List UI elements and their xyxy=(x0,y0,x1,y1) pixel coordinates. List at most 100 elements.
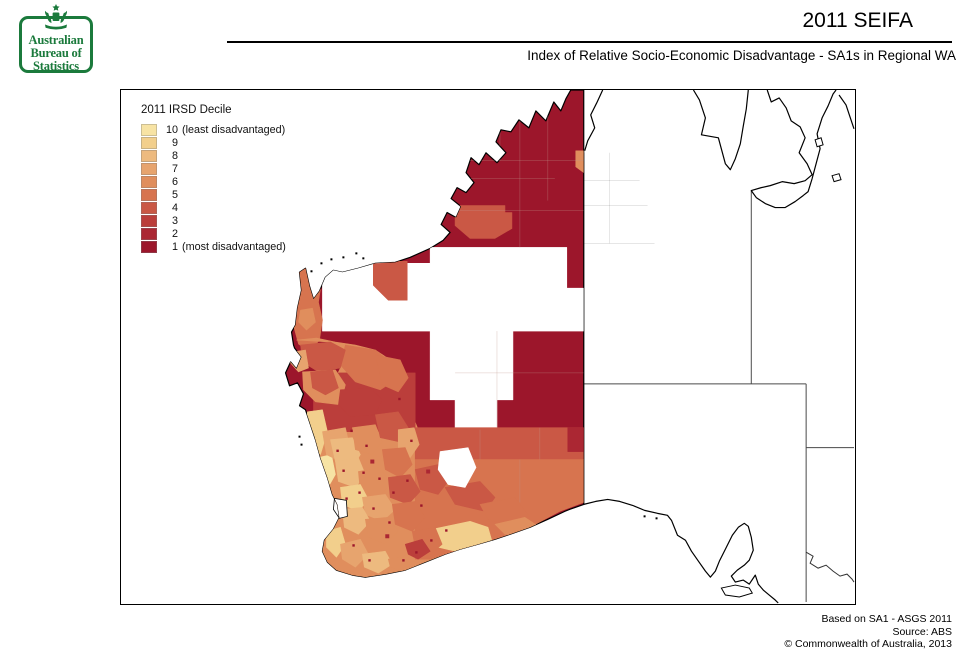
legend-swatch xyxy=(141,188,157,201)
page-title: 2011 SEIFA xyxy=(802,9,913,32)
legend-decile-number: 10 xyxy=(165,123,178,136)
legend-swatch xyxy=(141,123,157,136)
abs-logo: Australian Bureau of Statistics xyxy=(19,4,93,73)
town-spot xyxy=(370,459,375,464)
legend-label: 5 xyxy=(165,189,182,201)
town-dot xyxy=(392,491,395,494)
legend-label: 9 xyxy=(165,137,182,149)
sa1-region xyxy=(567,427,584,452)
sa1-region xyxy=(375,354,409,393)
legend-label: 8 xyxy=(165,150,182,162)
legend-label: 10 (least disadvantaged) xyxy=(165,123,286,136)
town-dot xyxy=(388,521,391,524)
abs-logo-line1: Australian xyxy=(28,33,84,47)
legend-swatch xyxy=(141,136,157,149)
legend-row: 2 xyxy=(141,227,286,240)
murray-river-border xyxy=(805,551,855,583)
sa1-region xyxy=(365,517,399,545)
sa1-region xyxy=(342,507,371,535)
legend-row: 3 xyxy=(141,214,286,227)
sa1-region xyxy=(387,554,419,572)
town-dot xyxy=(420,504,423,507)
sa1-region xyxy=(340,538,369,568)
town-dot xyxy=(372,507,375,510)
coastline-path xyxy=(750,90,837,209)
sa1-region xyxy=(404,538,431,560)
perth-metro-notch xyxy=(333,497,348,519)
island-speck xyxy=(330,258,333,261)
legend-label: 7 xyxy=(165,163,182,175)
sa1-region xyxy=(326,526,346,558)
legend-row: 5 xyxy=(141,188,286,201)
legend-label: 6 xyxy=(165,176,182,188)
sa1-region xyxy=(575,150,584,173)
legend-row: 8 xyxy=(141,149,286,162)
legend-row: 4 xyxy=(141,201,286,214)
town-dot xyxy=(378,477,381,480)
town-dot xyxy=(333,514,336,517)
legend-swatch xyxy=(141,214,157,227)
legend-decile-number: 1 xyxy=(171,240,178,253)
island-speck xyxy=(300,443,303,446)
legend-label: 4 xyxy=(165,202,182,214)
page-subtitle: Index of Relative Socio-Economic Disadva… xyxy=(527,48,956,63)
town-dot xyxy=(398,397,401,401)
island-outline xyxy=(720,584,754,598)
legend-rows: 10 (least disadvantaged) 9 8 7 6 5 4 3 2 1 (most di… xyxy=(141,123,286,253)
island-speck xyxy=(655,517,658,520)
legend-label: 2 xyxy=(165,228,182,240)
legend-decile-number: 7 xyxy=(171,162,178,175)
map-canvas xyxy=(284,90,855,604)
town-dot xyxy=(362,471,365,474)
legend-decile-number: 5 xyxy=(171,188,178,201)
town-dot xyxy=(430,539,433,542)
sa1-region xyxy=(352,424,383,455)
town-dot xyxy=(350,429,353,433)
legend-row: 10 (least disadvantaged) xyxy=(141,123,286,136)
island-outline xyxy=(831,173,842,183)
legend-row: 6 xyxy=(141,175,286,188)
legend-title: 2011 IRSD Decile xyxy=(141,104,232,116)
legend-decile-number: 6 xyxy=(171,175,178,188)
legend-decile-number: 2 xyxy=(171,227,178,240)
abs-coat-of-arms-icon xyxy=(38,4,74,37)
town-dot xyxy=(402,559,405,562)
town-dot xyxy=(368,559,371,562)
abs-logo-line3: Statistics xyxy=(33,59,79,73)
coastline-path xyxy=(692,90,749,171)
town-spot xyxy=(385,534,390,539)
sa1-region xyxy=(373,261,408,301)
town-dot xyxy=(345,497,348,500)
town-spot xyxy=(426,469,431,474)
island-speck xyxy=(643,515,646,518)
sa1-region xyxy=(298,307,316,331)
coastline-path xyxy=(584,90,604,151)
island-outline xyxy=(814,137,824,148)
town-dot xyxy=(358,491,361,494)
footer-line: Based on SA1 - ASGS 2011 xyxy=(821,613,952,625)
island-speck xyxy=(298,435,301,438)
legend-swatch xyxy=(141,175,157,188)
sa1-region xyxy=(454,205,513,239)
sa1-region xyxy=(362,550,393,574)
island-speck xyxy=(362,257,365,260)
coastline-path xyxy=(583,498,779,604)
legend-swatch xyxy=(141,227,157,240)
legend-decile-number: 3 xyxy=(171,214,178,227)
town-dot xyxy=(406,479,409,482)
legend-decile-number: 4 xyxy=(171,201,178,214)
footer-line: © Commonwealth of Australia, 2013 xyxy=(784,638,952,650)
legend-row: 1 (most disadvantaged) xyxy=(141,240,286,253)
sa1-region xyxy=(437,447,477,488)
legend-swatch xyxy=(141,240,157,253)
sa1-region xyxy=(391,501,426,532)
legend-row: 7 xyxy=(141,162,286,175)
town-dot xyxy=(410,439,413,443)
legend-swatch xyxy=(141,149,157,162)
legend-row: 9 xyxy=(141,136,286,149)
town-dot xyxy=(342,469,345,472)
town-dot xyxy=(352,544,355,547)
sa1-region xyxy=(310,369,339,396)
island-speck xyxy=(310,270,313,273)
